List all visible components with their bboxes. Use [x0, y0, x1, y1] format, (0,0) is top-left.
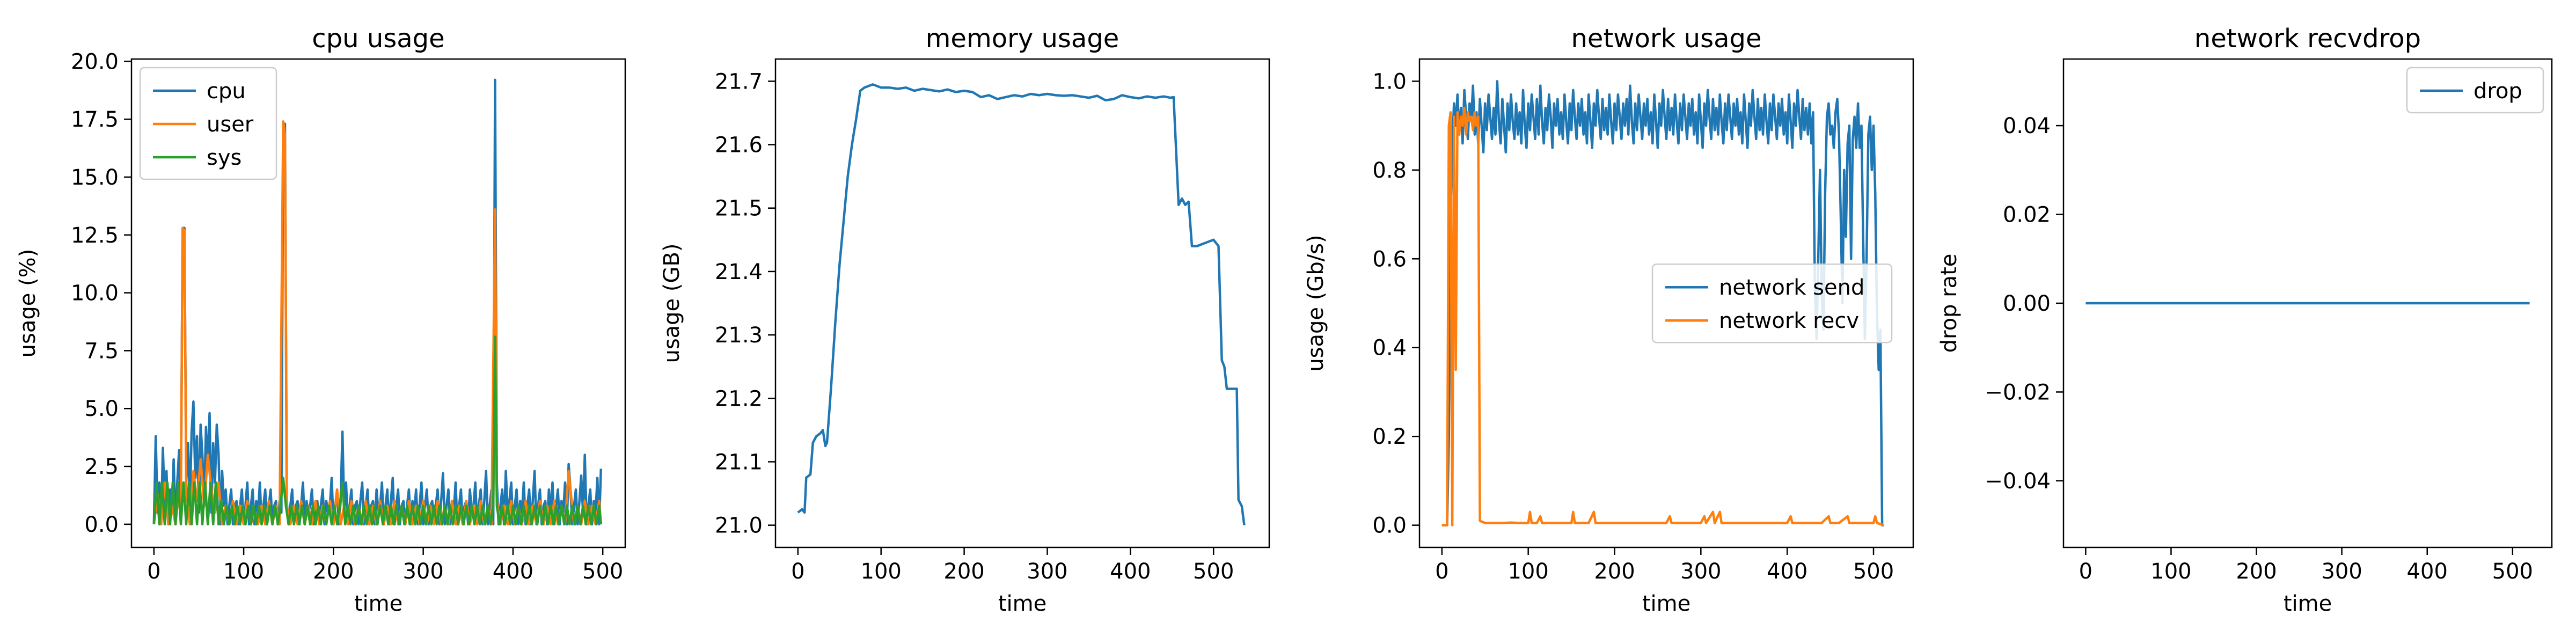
x-tick-label: 0: [791, 559, 804, 584]
legend-box: [1651, 263, 1893, 343]
chart-title: cpu usage: [312, 24, 444, 54]
legend-entry: network recv: [1719, 309, 1859, 333]
y-tick-label: 7.5: [84, 339, 119, 363]
y-tick-label: 0.0: [84, 513, 119, 537]
y-axis-label: usage (Gb/s): [1304, 235, 1328, 371]
y-tick-label: 15.0: [71, 165, 119, 190]
chart-panel-2: memory usage 0 100 200 300 400 500 21.0 21.1 21.2…: [660, 24, 1270, 616]
x-tick-label: 100: [1507, 559, 1548, 584]
x-tick-label: 400: [2407, 559, 2448, 584]
x-tick-label: 300: [2321, 559, 2362, 584]
y-tick-label: 17.5: [71, 107, 119, 132]
y-axis-label: drop rate: [1937, 254, 1962, 353]
y-tick-label: 1.0: [1372, 69, 1407, 94]
x-tick-label: 200: [2236, 559, 2277, 584]
x-tick-label: 300: [1680, 559, 1721, 584]
x-axis-label: time: [354, 591, 402, 616]
legend-box: [139, 67, 277, 180]
x-tick-label: 500: [2492, 559, 2533, 584]
legend: cpu user sys: [139, 67, 277, 180]
chart-title: network recvdrop: [2194, 24, 2421, 54]
legend-entry: drop: [2473, 79, 2522, 104]
x-axis-label: time: [1642, 591, 1690, 616]
y-tick-label: 0.6: [1372, 247, 1407, 272]
x-tick-label: 400: [1110, 559, 1151, 584]
chart-title: network usage: [1571, 24, 1761, 54]
x-tick-label: 500: [582, 559, 623, 584]
x-tick-label: 0: [1435, 559, 1448, 584]
x-tick-label: 100: [2150, 559, 2191, 584]
series-line-sys: [152, 335, 603, 526]
legend-entry: sys: [207, 145, 241, 170]
y-tick-label: 21.0: [715, 514, 763, 538]
x-tick-label: 0: [2079, 559, 2092, 584]
y-tick-label: 21.7: [715, 69, 763, 94]
plot-frame: [774, 58, 1270, 548]
chart-panel-1: cpu usage 0 100 200 300 400 500 0.0 2.5 5.0 7.5 10.…: [16, 24, 626, 616]
y-tick-label: 21.2: [715, 386, 763, 411]
y-tick-label: 20.0: [71, 49, 119, 74]
y-tick-label: 0.2: [1372, 425, 1407, 449]
y-tick-label: 2.5: [84, 455, 119, 479]
y-tick-label: 21.6: [715, 133, 763, 158]
x-tick-label: 200: [313, 559, 354, 584]
x-tick-label: 500: [1853, 559, 1894, 584]
plot-frame: [2062, 58, 2553, 548]
y-tick-label: 12.5: [71, 223, 119, 248]
y-tick-label: 21.3: [715, 323, 763, 348]
y-axis-label: usage (%): [16, 249, 40, 358]
x-tick-label: 200: [1594, 559, 1635, 584]
x-axis-label: time: [2284, 591, 2332, 616]
legend: network send network recv: [1651, 263, 1893, 343]
chart-title: memory usage: [926, 24, 1119, 54]
x-tick-label: 300: [402, 559, 443, 584]
y-tick-label: 0.00: [2003, 291, 2051, 316]
legend: drop: [2406, 67, 2544, 114]
y-tick-label: 0.04: [2003, 114, 2051, 138]
x-tick-label: 100: [223, 559, 264, 584]
legend-box: [2406, 67, 2544, 114]
y-tick-label: 21.5: [715, 196, 763, 221]
legend-entry: cpu: [207, 79, 246, 104]
x-tick-label: 300: [1027, 559, 1067, 584]
y-axis-label: usage (GB): [660, 243, 684, 363]
y-tick-label: 10.0: [71, 281, 119, 306]
y-tick-label: 0.02: [2003, 203, 2051, 228]
x-tick-label: 100: [861, 559, 902, 584]
chart-panel-3: network usage 0 100 200 300 400 500 0.0 0.2 0.4 0.…: [1304, 24, 1914, 616]
y-tick-label: 0.0: [1372, 514, 1407, 538]
y-tick-label: 5.0: [84, 397, 119, 421]
x-tick-label: 0: [147, 559, 160, 584]
y-tick-label: 0.4: [1372, 336, 1407, 361]
y-tick-label: 21.1: [715, 450, 763, 474]
plot-frame: [130, 58, 626, 548]
y-tick-label: 0.8: [1372, 158, 1407, 183]
x-tick-label: 200: [943, 559, 984, 584]
x-tick-label: 400: [1767, 559, 1807, 584]
series-line-data: [797, 83, 1246, 525]
chart-panel-4: network recvdrop 0 100 200 300 400 500 −0.04 −0.…: [1937, 24, 2553, 616]
x-tick-label: 400: [493, 559, 533, 584]
series-line-network-recv: [1441, 106, 1884, 526]
plot-frame: [1418, 58, 1914, 548]
y-tick-label: 21.4: [715, 260, 763, 284]
legend-entry: network send: [1719, 275, 1864, 300]
y-tick-label: −0.02: [1985, 380, 2051, 405]
y-tick-label: −0.04: [1985, 469, 2051, 494]
x-axis-label: time: [998, 591, 1046, 616]
x-tick-label: 500: [1193, 559, 1234, 584]
legend-entry: user: [207, 112, 254, 137]
series-line-network-send: [1441, 80, 1884, 526]
